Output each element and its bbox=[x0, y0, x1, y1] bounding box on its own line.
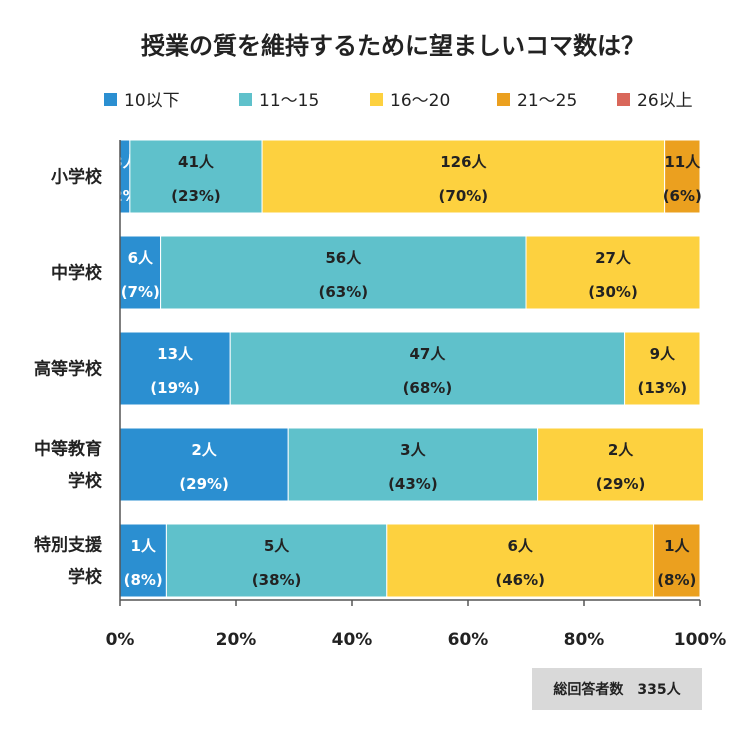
legend-label: 26以上 bbox=[637, 91, 693, 111]
bar-segment bbox=[624, 331, 701, 406]
x-tick-label: 80% bbox=[564, 630, 605, 650]
category-label: 特別支援 bbox=[34, 535, 103, 556]
category-label: 中等教育 bbox=[34, 439, 102, 460]
bar-count-label: 6人 bbox=[128, 249, 154, 267]
chart-title: 授業の質を維持するために望ましいコマ数は？ bbox=[141, 32, 645, 60]
bar-percent-label: (43%) bbox=[388, 475, 438, 493]
bar-percent-label: (6%) bbox=[663, 187, 702, 205]
total-respondents-box bbox=[532, 668, 702, 710]
bar-segment bbox=[664, 139, 701, 214]
bar-count-label: 1人 bbox=[130, 537, 156, 555]
bar-count-label: 11人 bbox=[664, 153, 701, 171]
bar-segment bbox=[287, 427, 539, 502]
bar-count-label: 2人 bbox=[191, 441, 217, 459]
bar-percent-label: (7%) bbox=[121, 283, 160, 301]
legend-label: 10以下 bbox=[124, 91, 180, 111]
legend-swatch bbox=[104, 93, 117, 106]
bar-percent-label: (68%) bbox=[403, 379, 453, 397]
bar-count-label: 56人 bbox=[325, 249, 362, 267]
bar-segment bbox=[525, 235, 701, 310]
bar-percent-label: (29%) bbox=[179, 475, 229, 493]
bar-segment bbox=[160, 235, 527, 310]
legend-swatch bbox=[617, 93, 630, 106]
legend: 10以下 11〜15 16〜20 21〜25 26以上 bbox=[104, 91, 693, 111]
bar-count-label: 9人 bbox=[650, 345, 676, 363]
bar-percent-label: (46%) bbox=[495, 571, 545, 589]
legend-label: 11〜15 bbox=[259, 91, 319, 111]
legend-swatch bbox=[497, 93, 510, 106]
bar-segment bbox=[386, 523, 655, 598]
bar-percent-label: (23%) bbox=[171, 187, 221, 205]
bar-count-label: 126人 bbox=[440, 153, 487, 171]
bar-percent-label: (70%) bbox=[439, 187, 489, 205]
bar-count-label: 5人 bbox=[264, 537, 290, 555]
bar-count-label: 13人 bbox=[157, 345, 194, 363]
x-tick-label: 60% bbox=[448, 630, 489, 650]
category-label: 高等学校 bbox=[34, 359, 103, 380]
bar-percent-label: (30%) bbox=[588, 283, 638, 301]
bar-count-label: 6人 bbox=[507, 537, 533, 555]
bar-segment bbox=[653, 523, 701, 598]
bar-percent-label: (29%) bbox=[596, 475, 646, 493]
bar-segment bbox=[119, 427, 289, 502]
bar-count-label: 27人 bbox=[595, 249, 632, 267]
category-label: 学校 bbox=[68, 567, 103, 588]
bar-segment bbox=[129, 139, 263, 214]
bar-percent-label: (8%) bbox=[124, 571, 163, 589]
total-respondents-label: 総回答者数 335人 bbox=[553, 681, 681, 698]
bar-count-label: 1人 bbox=[664, 537, 690, 555]
x-tick-label: 0% bbox=[106, 630, 135, 650]
legend-label: 16〜20 bbox=[390, 91, 450, 111]
bar-segment bbox=[261, 139, 666, 214]
category-label: 小学校 bbox=[51, 167, 103, 188]
bar-count-label: 41人 bbox=[178, 153, 215, 171]
legend-swatch bbox=[239, 93, 252, 106]
bar-percent-label: (38%) bbox=[252, 571, 302, 589]
legend-swatch bbox=[370, 93, 383, 106]
bar-segment bbox=[165, 523, 388, 598]
bars: 3人2%41人(23%)126人(70%)11人(6%)6人(7%)56人(63… bbox=[112, 139, 704, 598]
bar-percent-label: (8%) bbox=[657, 571, 696, 589]
bar-count-label: 3人 bbox=[400, 441, 426, 459]
x-tick-label: 40% bbox=[332, 630, 373, 650]
bar-count-label: 47人 bbox=[409, 345, 446, 363]
bar-segment bbox=[119, 331, 231, 406]
bar-percent-label: (19%) bbox=[150, 379, 200, 397]
bar-count-label: 2人 bbox=[608, 441, 634, 459]
x-tick-label: 100% bbox=[674, 630, 727, 650]
legend-label: 21〜25 bbox=[517, 91, 577, 111]
category-label: 中学校 bbox=[51, 263, 103, 284]
category-label: 学校 bbox=[68, 471, 103, 492]
x-axis: 0% 20% 40% 60% 80% 100% bbox=[106, 140, 727, 650]
x-tick-label: 20% bbox=[216, 630, 257, 650]
bar-segment bbox=[537, 427, 704, 502]
bar-percent-label: (13%) bbox=[637, 379, 687, 397]
bar-percent-label: (63%) bbox=[318, 283, 368, 301]
